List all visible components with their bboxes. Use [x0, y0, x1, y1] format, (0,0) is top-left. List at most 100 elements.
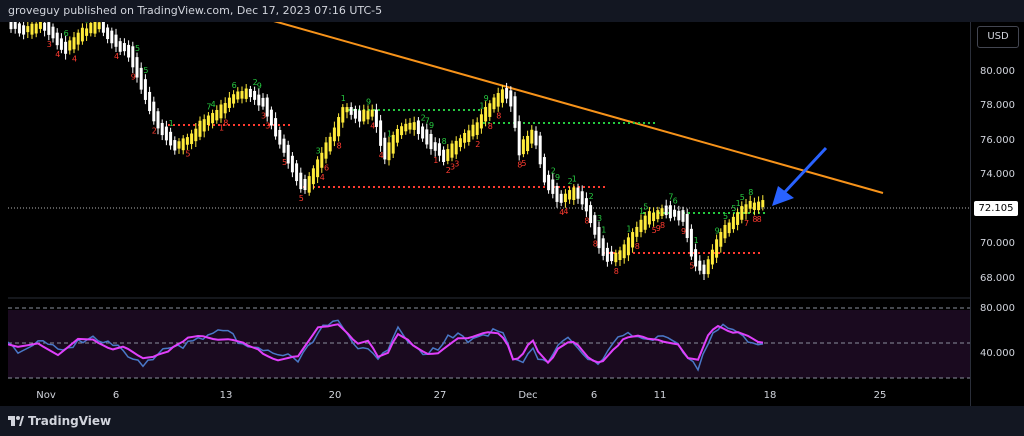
candles: [9, 22, 765, 281]
candle-body: [131, 46, 135, 68]
candle-body: [387, 142, 391, 161]
td-mark: 1: [387, 129, 392, 138]
candle-body: [668, 205, 672, 219]
candle-body: [106, 27, 110, 40]
td-mark: 9: [715, 226, 720, 235]
candle-body: [593, 215, 597, 235]
time-tick: 11: [653, 390, 667, 401]
td-mark: 8: [223, 118, 228, 127]
td-mark: 5: [185, 150, 190, 159]
td-mark: 8: [614, 267, 619, 276]
td-mark: 8: [593, 240, 598, 249]
currency-button[interactable]: USD: [977, 26, 1019, 48]
candle-body: [89, 22, 93, 34]
candle-body: [101, 22, 105, 33]
candle-body: [694, 249, 698, 267]
td-mark: 4: [55, 50, 60, 59]
candle-body: [337, 117, 341, 137]
candle-body: [290, 155, 294, 173]
candle-body: [139, 67, 143, 90]
candle-body: [13, 22, 17, 29]
candle-body: [740, 206, 744, 220]
candle-body: [160, 122, 164, 136]
candle-body: [211, 113, 215, 124]
td-mark: 9: [656, 224, 661, 233]
td-mark: 3: [597, 214, 602, 223]
td-mark: 1: [601, 225, 606, 234]
candle-body: [324, 142, 328, 159]
trendline[interactable]: [270, 22, 884, 194]
candle-body: [664, 205, 668, 216]
chart-canvas[interactable]: 3394643349552157418629335534681944127918…: [8, 22, 970, 406]
time-tick: 6: [112, 390, 120, 401]
td-mark: 2: [568, 177, 573, 186]
candle-body: [450, 143, 454, 158]
candle-body: [17, 23, 21, 34]
candle-body: [358, 110, 362, 122]
candle-body: [421, 126, 425, 139]
time-axis[interactable]: Nov 6 13 20 27 Dec 6 11 18 25: [8, 388, 970, 406]
candle-body: [643, 215, 647, 230]
candle-body: [631, 232, 635, 248]
td-mark: 3: [265, 122, 270, 131]
td-mark: 8: [442, 137, 447, 146]
td-mark: 7: [668, 192, 673, 201]
td-mark: 3: [450, 163, 455, 172]
td-mark: 8: [517, 160, 522, 169]
candle-body: [169, 131, 173, 146]
td-mark: 6: [232, 81, 237, 90]
candle-body: [295, 163, 299, 182]
candle-body: [731, 216, 735, 230]
candle-body: [135, 57, 139, 78]
td-mark: 1: [572, 174, 577, 183]
td-mark: 8: [496, 112, 501, 121]
candle-body: [76, 32, 80, 45]
td-mark: 2: [421, 114, 426, 123]
price-tick: 80.000: [980, 66, 1015, 77]
td-mark: 1: [479, 101, 484, 110]
candle-body: [26, 26, 30, 33]
candle-body: [232, 94, 236, 104]
candle-body: [572, 187, 576, 200]
candle-body: [80, 27, 84, 42]
price-tick: 78.000: [980, 100, 1015, 111]
candle-body: [311, 168, 315, 185]
candle-body: [433, 142, 437, 151]
candle-body: [404, 123, 408, 132]
candle-body: [282, 138, 286, 153]
candle-body: [395, 129, 399, 143]
candle-body: [492, 97, 496, 110]
candle-body: [559, 193, 563, 203]
td-mark: 8: [584, 216, 589, 225]
current-price-label: 72.105: [974, 201, 1018, 216]
td-mark: 4: [114, 52, 119, 61]
candle-body: [181, 138, 185, 151]
td-mark: 5: [643, 203, 648, 212]
candle-body: [761, 200, 765, 208]
candle-body: [547, 174, 551, 191]
candle-body: [689, 228, 693, 257]
candle-body: [610, 251, 614, 262]
candle-body: [736, 212, 740, 225]
candle-body: [656, 210, 660, 220]
candle-body: [379, 120, 383, 146]
candle-body: [458, 138, 462, 148]
candle-body: [219, 104, 223, 119]
time-tick: 18: [763, 390, 777, 401]
td-mark: 4: [370, 122, 375, 131]
td-mark: 4: [379, 151, 384, 160]
rsi-tick: 40.000: [980, 348, 1015, 359]
time-tick: 13: [219, 390, 233, 401]
candle-body: [757, 201, 761, 211]
td-mark: 1: [433, 156, 438, 165]
candle-body: [72, 37, 76, 50]
td-mark: 2: [551, 166, 556, 175]
candle-body: [425, 129, 429, 145]
footer: TradingView: [0, 406, 1024, 436]
td-mark: 1: [169, 119, 174, 128]
candle-body: [647, 211, 651, 225]
candle-body: [299, 172, 303, 190]
candle-body: [727, 222, 731, 234]
rsi-band: [8, 310, 970, 378]
candle-body: [64, 41, 68, 54]
